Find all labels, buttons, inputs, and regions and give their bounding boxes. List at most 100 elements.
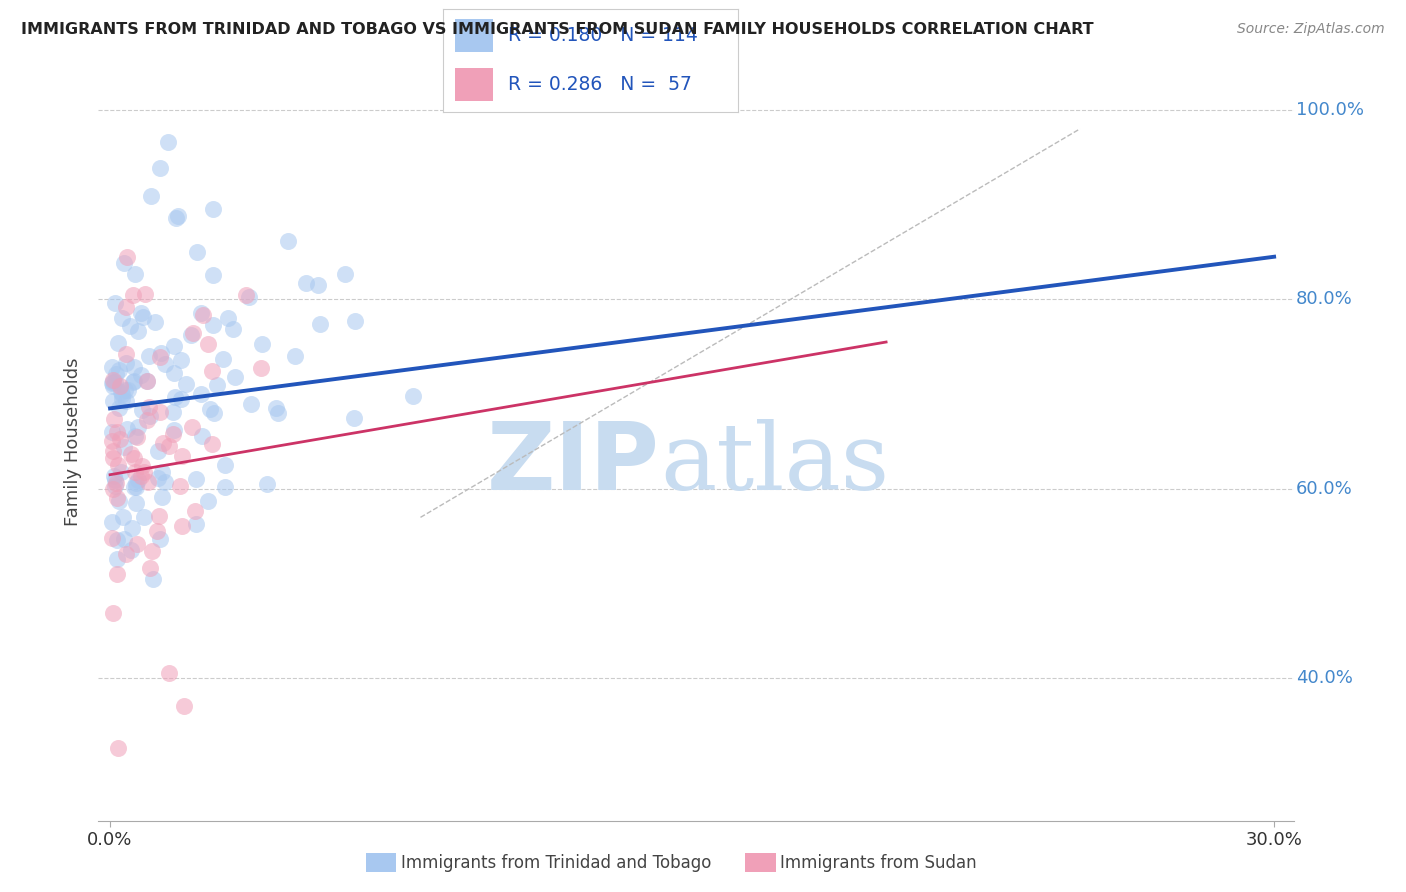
Point bbox=[101, 434, 124, 448]
Point bbox=[184, 517, 207, 532]
Point bbox=[131, 402, 153, 417]
Point bbox=[201, 318, 224, 333]
Point bbox=[202, 406, 225, 420]
Point bbox=[127, 419, 149, 434]
Point bbox=[135, 413, 157, 427]
Point bbox=[252, 337, 274, 351]
Point bbox=[122, 374, 145, 388]
Point bbox=[170, 449, 193, 463]
Point bbox=[124, 429, 146, 443]
Point bbox=[104, 367, 127, 381]
Point bbox=[101, 394, 124, 409]
Point bbox=[115, 422, 138, 436]
Point bbox=[162, 426, 184, 441]
Point bbox=[214, 480, 236, 494]
Point bbox=[207, 377, 229, 392]
Point bbox=[114, 356, 136, 370]
Point bbox=[235, 287, 257, 301]
Point bbox=[103, 372, 125, 386]
Point bbox=[122, 360, 145, 375]
Text: Source: ZipAtlas.com: Source: ZipAtlas.com bbox=[1237, 22, 1385, 37]
Point bbox=[120, 543, 142, 558]
Point bbox=[122, 375, 145, 389]
Text: Immigrants from Sudan: Immigrants from Sudan bbox=[780, 854, 977, 871]
Point bbox=[120, 318, 142, 333]
Point bbox=[105, 552, 128, 566]
Point bbox=[170, 353, 193, 368]
Point bbox=[134, 465, 156, 479]
Text: R = 0.180   N = 114: R = 0.180 N = 114 bbox=[508, 26, 697, 45]
Point bbox=[134, 287, 156, 301]
Text: ZIP: ZIP bbox=[488, 418, 661, 510]
Point bbox=[198, 401, 221, 416]
Point bbox=[169, 478, 191, 492]
Text: IMMIGRANTS FROM TRINIDAD AND TOBAGO VS IMMIGRANTS FROM SUDAN FAMILY HOUSEHOLDS C: IMMIGRANTS FROM TRINIDAD AND TOBAGO VS I… bbox=[21, 22, 1094, 37]
Point bbox=[139, 189, 162, 203]
Point bbox=[138, 400, 160, 414]
Point bbox=[134, 510, 156, 524]
Point bbox=[129, 306, 152, 320]
Point bbox=[267, 406, 290, 420]
Point bbox=[122, 480, 145, 494]
Point bbox=[108, 401, 131, 415]
Point bbox=[125, 480, 148, 494]
Point bbox=[197, 493, 219, 508]
Point bbox=[163, 339, 186, 353]
Point bbox=[104, 476, 127, 491]
Point bbox=[307, 278, 329, 293]
Point bbox=[277, 235, 299, 249]
Point bbox=[129, 469, 152, 483]
Point bbox=[103, 468, 125, 483]
Point bbox=[111, 310, 134, 325]
Point bbox=[309, 317, 332, 331]
Text: 100.0%: 100.0% bbox=[1296, 101, 1364, 119]
Point bbox=[150, 346, 173, 360]
Point bbox=[103, 450, 125, 465]
Point bbox=[138, 475, 160, 489]
Point bbox=[266, 401, 288, 415]
Point bbox=[201, 437, 224, 451]
Bar bbox=[454, 69, 494, 101]
Point bbox=[105, 425, 128, 439]
Text: Immigrants from Trinidad and Tobago: Immigrants from Trinidad and Tobago bbox=[401, 854, 711, 871]
Point bbox=[101, 443, 124, 458]
Point bbox=[146, 444, 169, 458]
Point bbox=[122, 288, 145, 302]
Point bbox=[124, 465, 146, 479]
Text: R = 0.286   N =  57: R = 0.286 N = 57 bbox=[508, 75, 692, 95]
Point bbox=[190, 306, 212, 320]
Point bbox=[107, 740, 129, 755]
Point bbox=[103, 376, 125, 390]
Point bbox=[148, 508, 170, 523]
Point bbox=[139, 560, 162, 574]
Point bbox=[172, 519, 194, 533]
Point bbox=[149, 161, 172, 175]
Point bbox=[250, 361, 273, 376]
Point bbox=[108, 432, 131, 446]
Point bbox=[101, 483, 124, 497]
Point bbox=[114, 547, 136, 561]
Point bbox=[181, 420, 204, 434]
Point bbox=[149, 405, 172, 419]
Point bbox=[136, 374, 159, 388]
Point bbox=[112, 256, 135, 270]
Point bbox=[149, 532, 172, 546]
Point bbox=[131, 458, 153, 473]
Point bbox=[212, 352, 235, 367]
Point bbox=[129, 368, 152, 383]
Point bbox=[295, 276, 318, 290]
Point bbox=[112, 440, 135, 454]
Point bbox=[184, 504, 207, 518]
Bar bbox=[454, 19, 494, 52]
Point bbox=[104, 296, 127, 310]
Point bbox=[114, 383, 136, 397]
Point bbox=[125, 476, 148, 491]
Point bbox=[110, 379, 132, 393]
Point bbox=[141, 544, 163, 558]
Point bbox=[111, 386, 134, 401]
Point bbox=[197, 336, 219, 351]
Point bbox=[256, 476, 278, 491]
Point bbox=[125, 430, 148, 444]
Point bbox=[104, 376, 127, 390]
Y-axis label: Family Households: Family Households bbox=[65, 358, 83, 525]
